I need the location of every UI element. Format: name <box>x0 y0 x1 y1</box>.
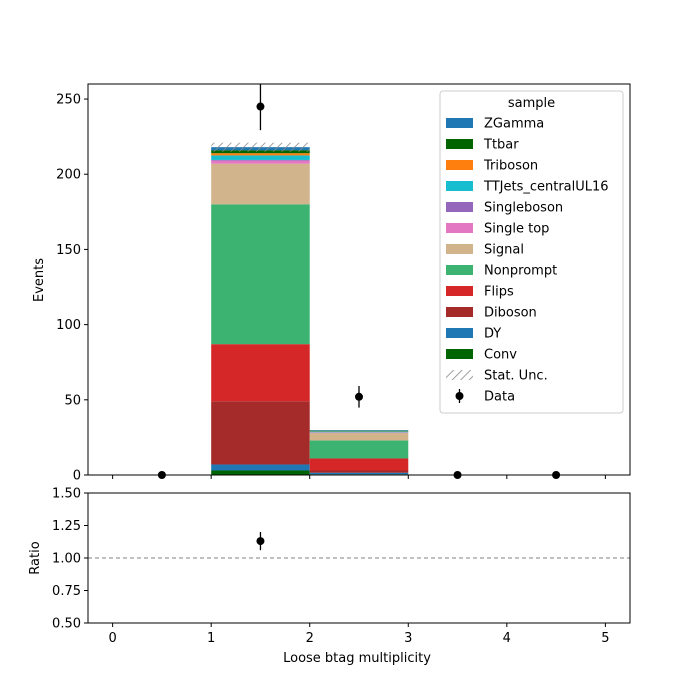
ratio-panel: 0.50 0.75 1.00 1.25 1.50 0 1 2 3 4 5 <box>52 487 631 646</box>
y-axis-label-events: Events <box>32 258 47 302</box>
legend-swatch-conv <box>446 349 473 359</box>
bar-signal-bin-2 <box>309 432 409 441</box>
ratio-y-tick-label-1-25: 1.25 <box>52 519 81 534</box>
data-point-1 <box>256 102 265 111</box>
legend-label-nonprompt: Nonprompt <box>484 264 557 279</box>
legend-swatch-single-top <box>446 223 473 233</box>
legend-label-triboson: Triboson <box>483 159 538 174</box>
y-tick-label-50: 50 <box>64 393 81 408</box>
legend-label-dy: DY <box>484 327 501 342</box>
bar-triboson-bin-1 <box>211 153 310 156</box>
legend-swatch-data <box>455 392 464 400</box>
legend-swatch-stat-unc <box>446 370 473 380</box>
y-tick-label-100: 100 <box>56 318 81 333</box>
legend-label-stat-unc: Stat. Unc. <box>484 369 548 384</box>
ratio-point-0 <box>256 537 265 546</box>
x-tick-label-1: 1 <box>207 631 215 646</box>
legend-box <box>439 90 624 414</box>
legend-label-singleboson: Singleboson <box>484 201 563 216</box>
legend-label-diboson: Diboson <box>484 306 537 321</box>
x-axis-label: Loose btag multiplicity <box>283 651 431 666</box>
events-axes-frame <box>87 83 631 476</box>
legend-title: sample <box>508 96 555 111</box>
legend-swatch-ttjets-centralul16 <box>446 181 473 191</box>
y-axis-label-ratio: Ratio <box>28 541 43 574</box>
y-tick-label-150: 150 <box>56 243 81 258</box>
legend-label-data: Data <box>484 390 515 405</box>
bar-ttbar-bin-2 <box>309 430 409 432</box>
bar-ttbar-bin-1 <box>211 150 310 154</box>
x-tick-label-0: 0 <box>108 631 116 646</box>
bar-dy-bin-2 <box>309 472 409 475</box>
legend-swatch-ttbar <box>446 139 473 149</box>
bar-nonprompt-bin-2 <box>309 440 409 459</box>
x-tick-label-3: 3 <box>404 631 412 646</box>
bar-nonprompt-bin-1 <box>211 204 310 345</box>
bar-flips-bin-2 <box>309 458 409 471</box>
legend-swatch-singleboson <box>446 202 473 212</box>
bar-diboson-bin-1 <box>211 401 310 465</box>
ratio-y-tick-label-0-75: 0.75 <box>52 584 81 599</box>
data-point-2 <box>355 392 363 401</box>
legend-label-conv: Conv <box>484 348 517 363</box>
legend-label-flips: Flips <box>484 285 514 300</box>
legend-swatch-dy <box>446 328 473 338</box>
events-panel: 0 50 100 150 200 250 <box>56 83 631 484</box>
ratio-axes-frame <box>87 492 631 624</box>
bar-singleboson-bin-1 <box>211 159 310 161</box>
legend-label-signal: Signal <box>484 243 524 258</box>
y-tick-label-0: 0 <box>73 469 81 484</box>
legend-label-ttjets-centralul16: TTJets_centralUL16 <box>483 180 609 195</box>
bar-ttjets-centralul16-bin-1 <box>211 155 310 160</box>
y-tick-label-200: 200 <box>56 168 81 183</box>
bar-flips-bin-1 <box>211 344 310 402</box>
bar-signal-bin-1 <box>211 163 310 205</box>
legend-swatch-triboson <box>446 160 473 170</box>
legend: sample ZGamma Ttbar Triboson TTJets_centralU… <box>439 90 624 414</box>
ratio-y-tick-label-1-00: 1.00 <box>52 552 81 567</box>
x-tick-label-4: 4 <box>503 631 511 646</box>
legend-swatch-zgamma <box>446 118 473 128</box>
legend-label-ttbar: Ttbar <box>483 138 519 153</box>
legend-swatch-flips <box>446 286 473 296</box>
ratio-y-tick-label-0-50: 0.50 <box>52 617 81 632</box>
y-tick-label-250: 250 <box>56 93 81 108</box>
x-tick-label-5: 5 <box>601 631 609 646</box>
bar-ttjets-centralul16-bin-2 <box>309 431 409 433</box>
x-tick-label-2: 2 <box>306 631 314 646</box>
legend-label-zgamma: ZGamma <box>484 117 544 132</box>
bar-conv-bin-1 <box>211 470 310 475</box>
ratio-y-tick-label-1-50: 1.50 <box>52 487 81 502</box>
bar-single-top-bin-1 <box>211 160 310 164</box>
legend-swatch-signal <box>446 244 473 254</box>
stat-unc-hatch-bin-1 <box>211 142 310 152</box>
legend-swatch-diboson <box>446 307 473 317</box>
bar-dy-bin-1 <box>211 464 310 471</box>
bar-diboson-bin-2 <box>309 470 409 473</box>
legend-swatch-nonprompt <box>446 265 473 275</box>
legend-label-single-top: Single top <box>484 222 549 237</box>
